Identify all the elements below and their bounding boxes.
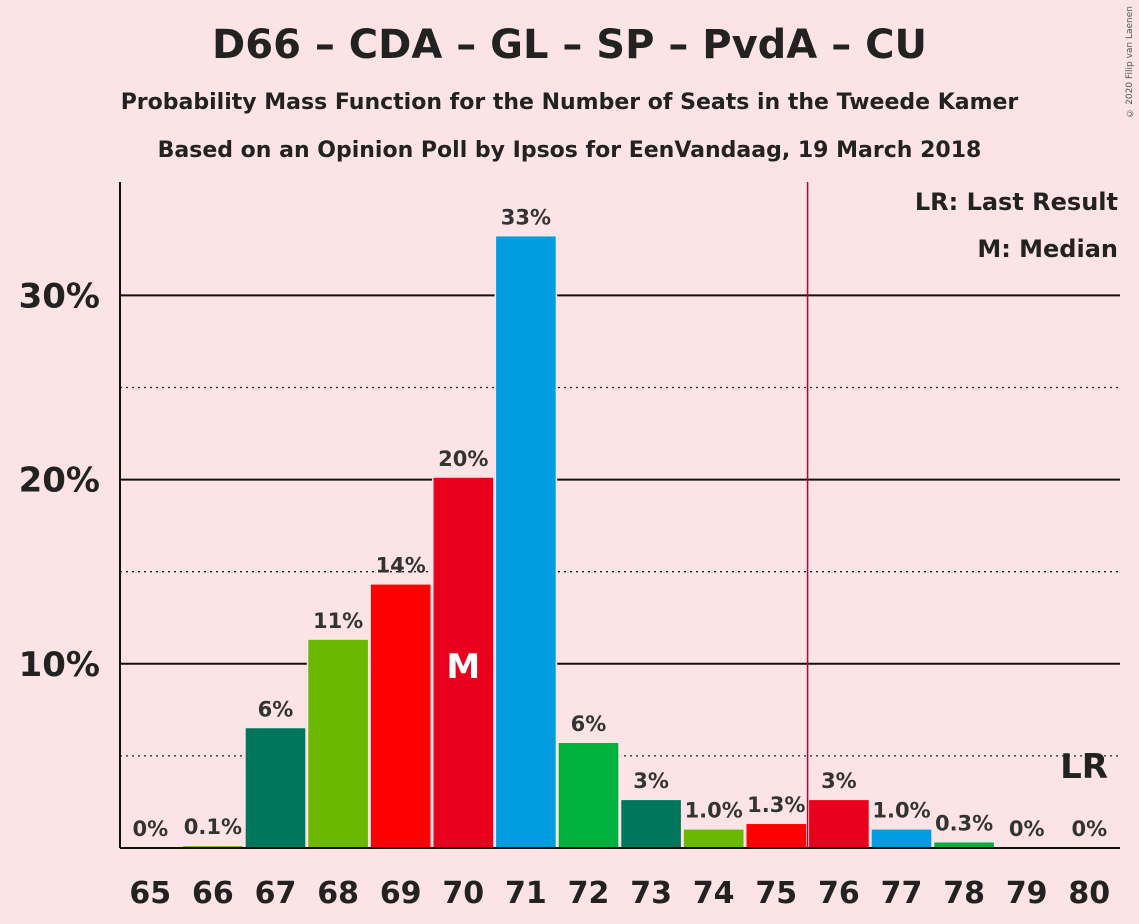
x-tick-label: 73 [630,876,672,911]
x-tick-label: 77 [881,876,923,911]
x-tick-label: 80 [1068,876,1110,911]
bar-seat-72 [558,743,619,848]
x-tick-label: 71 [505,876,547,911]
data-label: 6% [258,697,294,721]
x-tick-label: 76 [818,876,860,911]
data-label: 0% [132,817,168,841]
data-label: 1.3% [747,793,805,817]
median-marker: M [446,647,480,687]
x-tick-label: 75 [755,876,797,911]
last-result-marker: LR [1060,747,1108,787]
data-label: 0% [1009,817,1045,841]
bar-seat-74 [683,829,744,848]
legend-last-result: LR: Last Result [915,188,1118,216]
chart-subtitle-1: Probability Mass Function for the Number… [120,90,1019,115]
data-label: 0.1% [184,815,242,839]
y-tick-label: 10% [19,645,100,685]
data-label: 1.0% [685,799,743,823]
bar-seat-75 [746,824,807,848]
data-label: 20% [438,447,488,471]
data-label: 3% [821,769,857,793]
bar-seat-76 [809,800,869,848]
chart-subtitle-2: Based on an Opinion Poll by Ipsos for Ee… [157,138,982,163]
bar-seat-73 [621,800,681,848]
y-tick-label: 20% [19,461,100,501]
bar-seat-70 [433,477,494,848]
bar-seat-67 [245,728,306,848]
y-tick-label: 30% [19,276,100,316]
x-tick-label: 70 [442,876,484,911]
bar-seat-77 [871,829,932,848]
data-label: 33% [501,205,551,229]
x-tick-label: 79 [1006,876,1048,911]
x-tick-label: 65 [129,876,171,911]
x-tick-label: 74 [693,876,735,911]
data-label: 11% [313,609,363,633]
x-tick-label: 66 [192,876,234,911]
data-label: 1.0% [872,799,930,823]
bar-seat-71 [496,236,556,848]
data-label: 0% [1071,817,1107,841]
x-tick-label: 78 [943,876,985,911]
x-tick-label: 68 [317,876,359,911]
bar-seat-78 [934,842,994,848]
x-tick-label: 72 [568,876,610,911]
bar-seat-69 [370,584,431,848]
data-label: 0.3% [935,811,993,835]
data-label: 3% [633,769,669,793]
data-label: 6% [571,712,607,736]
chart-title: D66 – CDA – GL – SP – PvdA – CU [212,22,927,68]
x-tick-label: 69 [380,876,422,911]
x-tick-label: 67 [255,876,297,911]
legend-median: M: Median [977,235,1118,263]
bar-seat-68 [308,639,368,848]
data-label: 14% [376,554,426,578]
